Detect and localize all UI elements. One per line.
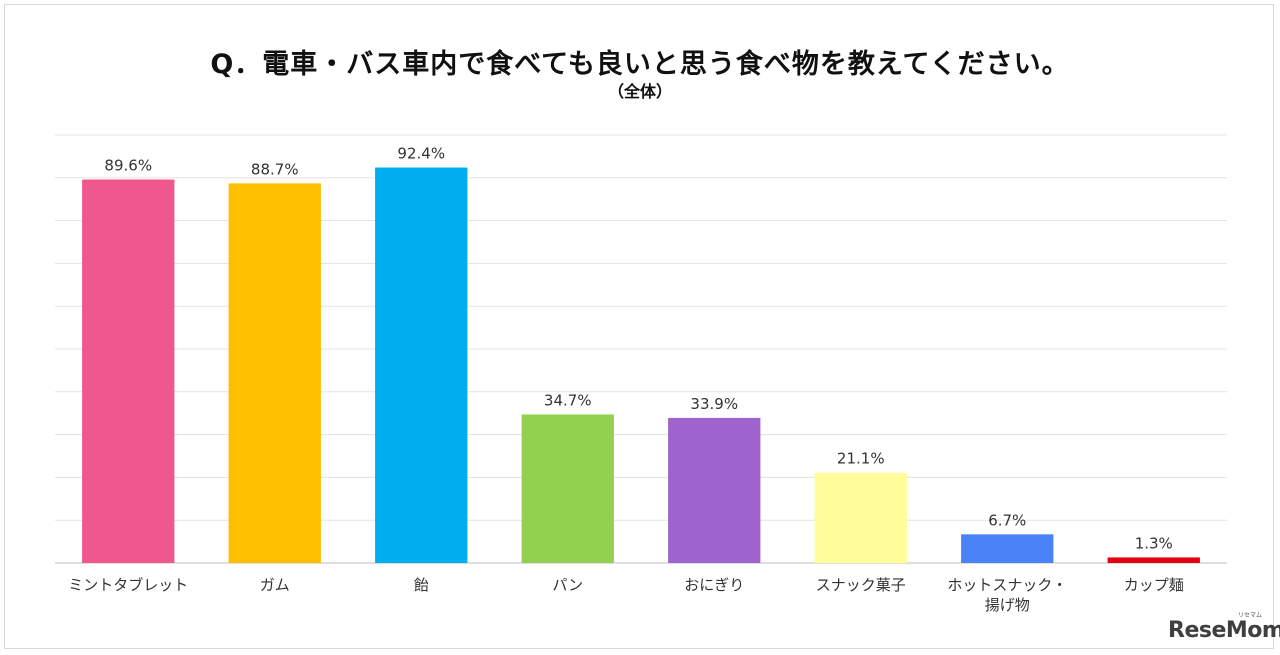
resemom-logo-kana: リセマム	[1238, 612, 1263, 619]
data-label: 88.7%	[251, 160, 299, 178]
category-label: ミントタブレット	[68, 576, 188, 594]
category-label: パン	[552, 576, 583, 594]
bar	[82, 179, 175, 563]
bar	[1107, 557, 1200, 563]
category-label: ホットスナック・	[947, 576, 1067, 594]
chart-subtitle: （全体）	[607, 82, 672, 101]
bar	[521, 414, 614, 563]
category-label: おにぎり	[684, 576, 744, 594]
bar	[961, 534, 1054, 563]
category-label: スナック菓子	[816, 576, 906, 594]
bar	[814, 472, 907, 563]
category-label: ガム	[260, 576, 290, 594]
chart-title: Q．電車・バス車内で食べても良いと思う食べ物を教えてください。	[210, 49, 1070, 80]
resemom-logo: ReseMom	[1168, 618, 1280, 643]
bar	[668, 417, 761, 563]
data-label: 34.7%	[544, 391, 592, 409]
bar	[375, 167, 468, 563]
category-label: カップ麺	[1124, 576, 1184, 594]
figure-border	[4, 4, 1274, 649]
data-label: 33.9%	[690, 395, 738, 413]
data-label: 21.1%	[837, 450, 885, 468]
bar	[228, 183, 321, 563]
category-label: 飴	[414, 576, 429, 594]
category-label: 揚げ物	[985, 596, 1030, 614]
data-label: 6.7%	[988, 511, 1026, 529]
data-label: 92.4%	[397, 145, 445, 163]
data-label: 89.6%	[104, 157, 152, 175]
data-label: 1.3%	[1135, 534, 1173, 552]
